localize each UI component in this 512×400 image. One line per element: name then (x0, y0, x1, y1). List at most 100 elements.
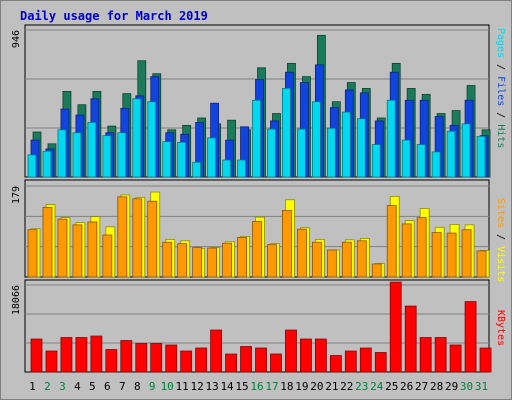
bar-kbytes (285, 329, 297, 373)
bar-pages (72, 132, 82, 178)
bar-sites (177, 243, 188, 278)
bar-kbytes (30, 338, 43, 373)
y-tick-label: 946 (11, 30, 22, 48)
x-tick-label: 23 (355, 380, 368, 393)
bar-kbytes (449, 344, 462, 373)
bar-pages (252, 99, 261, 178)
x-tick-label: 1 (29, 380, 36, 393)
panel-1: 946 Pages / Files / Hits (11, 24, 506, 178)
bar-sites (237, 237, 247, 278)
bar-kbytes (225, 353, 237, 373)
y-tick-label: 179 (11, 186, 22, 204)
bar-kbytes (404, 305, 417, 373)
bar-kbytes (210, 329, 223, 373)
legend: Sites / Visits (495, 198, 506, 282)
bar-pages (446, 130, 456, 178)
bar-sites (162, 241, 173, 278)
bar-sites (356, 240, 367, 278)
x-tick-label: 19 (295, 380, 308, 393)
x-tick-label: 2 (44, 380, 51, 393)
x-tick-label: 5 (89, 380, 96, 393)
legend-entry: Hits (495, 124, 506, 148)
bar-sites (371, 263, 382, 278)
bar-pages (371, 144, 381, 178)
bar-kbytes (135, 343, 148, 373)
bar-sites (461, 229, 472, 278)
bar-sites (42, 207, 53, 278)
x-tick-label: 16 (250, 380, 263, 393)
x-tick-label: 24 (370, 380, 384, 393)
bar-pages (222, 159, 231, 178)
bar-pages (311, 101, 321, 178)
bar-pages (326, 127, 336, 178)
bar-kbytes (434, 337, 447, 373)
bar-sites (192, 247, 203, 278)
legend-separator: / (495, 228, 506, 246)
bar-sites (222, 242, 232, 278)
bar-kbytes (165, 344, 178, 373)
bar-sites (72, 224, 83, 278)
x-tick-label: 10 (161, 380, 174, 393)
bar-kbytes (240, 346, 252, 373)
bar-kbytes (479, 347, 492, 373)
x-tick-label: 31 (475, 380, 488, 393)
legend-separator: / (495, 58, 506, 76)
bar-pages (102, 135, 112, 178)
bar-kbytes (344, 350, 357, 373)
bar-sites (476, 250, 487, 278)
bar-kbytes (389, 281, 402, 373)
bar-pages (27, 154, 37, 178)
bar-sites (401, 223, 412, 278)
bar-sites (267, 244, 277, 278)
x-tick-label: 20 (310, 380, 323, 393)
legend: Pages / Files / Hits (495, 28, 506, 148)
x-tick-label: 7 (119, 380, 126, 393)
x-tick-label: 14 (220, 380, 234, 393)
bar-sites (282, 210, 292, 278)
x-tick-label: 29 (445, 380, 458, 393)
bar-kbytes (255, 347, 267, 373)
bar-pages (386, 99, 396, 178)
panel-2: 179 Sites / Visits (11, 179, 506, 282)
x-tick-label: 4 (74, 380, 81, 393)
bar-pages (431, 151, 441, 178)
legend-entry: KBytes (495, 310, 506, 346)
bar-sites (311, 241, 322, 278)
bar-kbytes (150, 343, 163, 373)
x-tick-label: 17 (265, 380, 278, 393)
bar-pages (401, 139, 411, 178)
bar-pages (57, 129, 67, 178)
bar-pages (282, 88, 291, 178)
x-tick-label: 3 (59, 380, 66, 393)
bar-pages (356, 118, 366, 178)
bar-kbytes (120, 340, 133, 373)
bar-pages (267, 128, 276, 178)
x-tick-label: 9 (149, 380, 156, 393)
bar-sites (102, 234, 113, 278)
bar-pages (192, 161, 202, 178)
panel-3: 18066 KBytes (11, 279, 506, 373)
bar-pages (162, 141, 172, 178)
legend-entry: Sites (495, 198, 506, 228)
bar-kbytes (195, 347, 208, 373)
bar-pages (177, 141, 187, 178)
series-sites (27, 196, 487, 278)
x-tick-label: 27 (415, 380, 428, 393)
bar-pages (461, 123, 471, 178)
bar-sites (117, 196, 128, 278)
x-tick-label: 21 (325, 380, 338, 393)
x-tick-label: 28 (430, 380, 443, 393)
x-tick-label: 12 (191, 380, 204, 393)
bar-kbytes (329, 355, 342, 373)
bar-sites (132, 198, 143, 278)
bar-kbytes (270, 353, 282, 373)
legend: KBytes (495, 310, 506, 346)
bar-pages (87, 121, 97, 178)
legend-entry: Pages (495, 28, 506, 58)
y-tick-label: 18066 (11, 285, 22, 315)
bar-kbytes (60, 337, 73, 373)
bar-pages (117, 132, 127, 178)
bar-pages (341, 111, 351, 178)
